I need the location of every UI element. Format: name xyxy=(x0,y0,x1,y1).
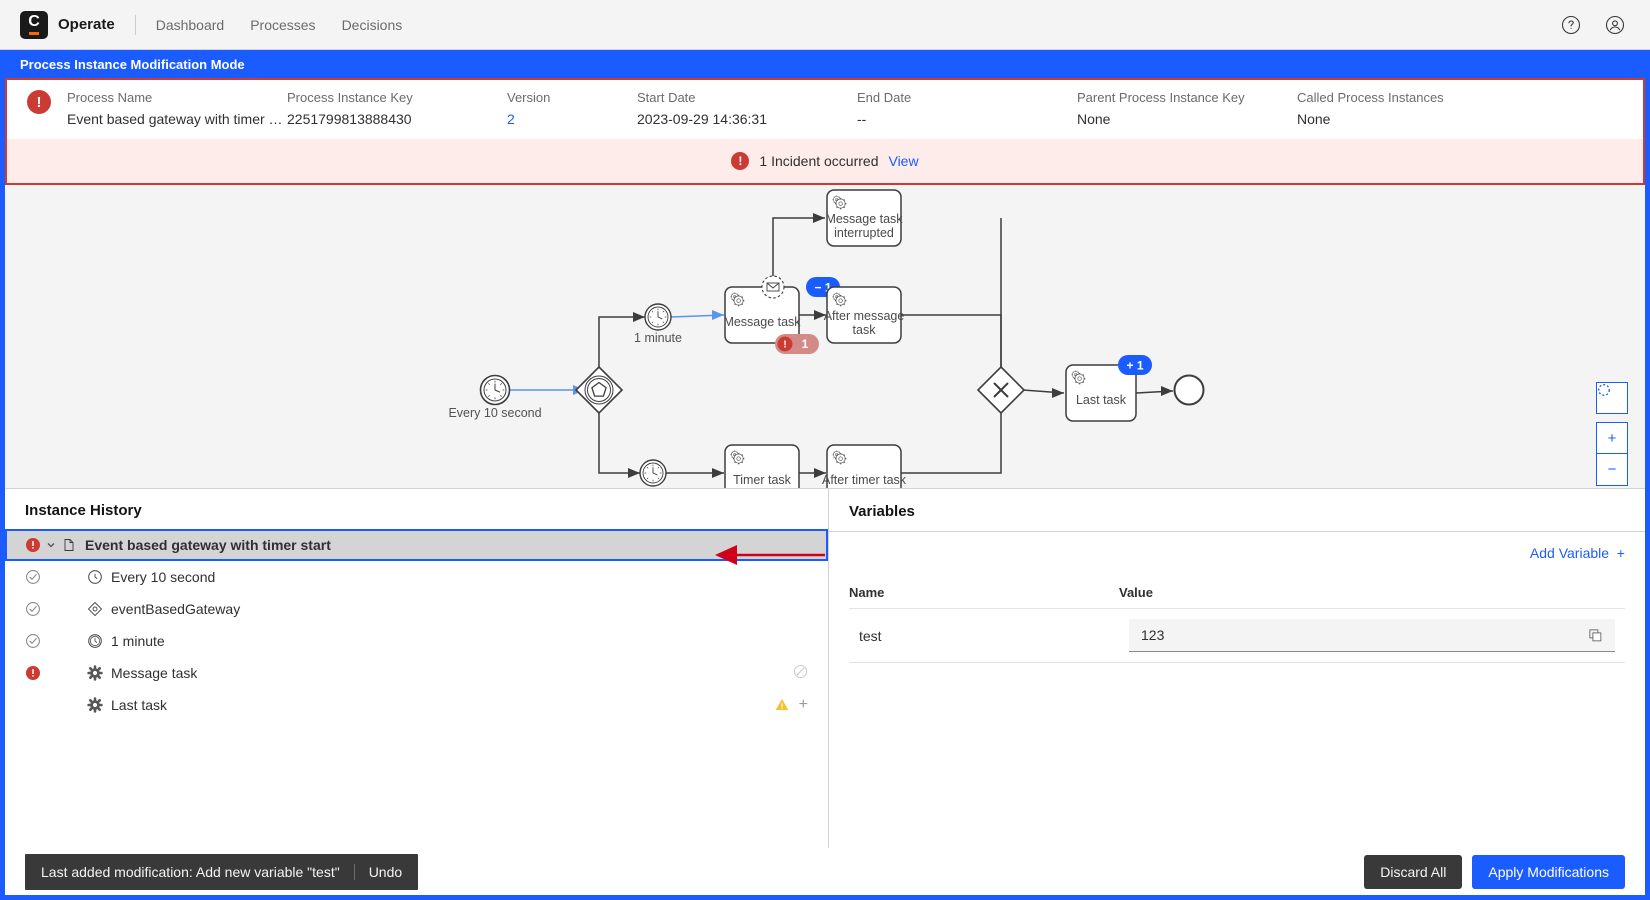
svg-text:Timer task: Timer task xyxy=(733,473,792,487)
svg-text:Every 10 second: Every 10 second xyxy=(448,406,541,420)
svg-text:Message task: Message task xyxy=(825,212,903,226)
svg-text:1 minute: 1 minute xyxy=(634,331,682,345)
svg-text:Last task: Last task xyxy=(1076,393,1127,407)
svg-text:interrupted: interrupted xyxy=(834,226,894,240)
svg-text:!: ! xyxy=(783,340,786,351)
svg-text:task: task xyxy=(853,323,877,337)
svg-text:After timer task: After timer task xyxy=(822,473,907,487)
svg-text:After message: After message xyxy=(824,309,905,323)
svg-text:+ 1: + 1 xyxy=(1126,359,1143,373)
svg-text:1 minute: 1 minute xyxy=(629,487,677,488)
svg-text:1: 1 xyxy=(802,337,809,351)
svg-text:Message task: Message task xyxy=(723,315,801,329)
